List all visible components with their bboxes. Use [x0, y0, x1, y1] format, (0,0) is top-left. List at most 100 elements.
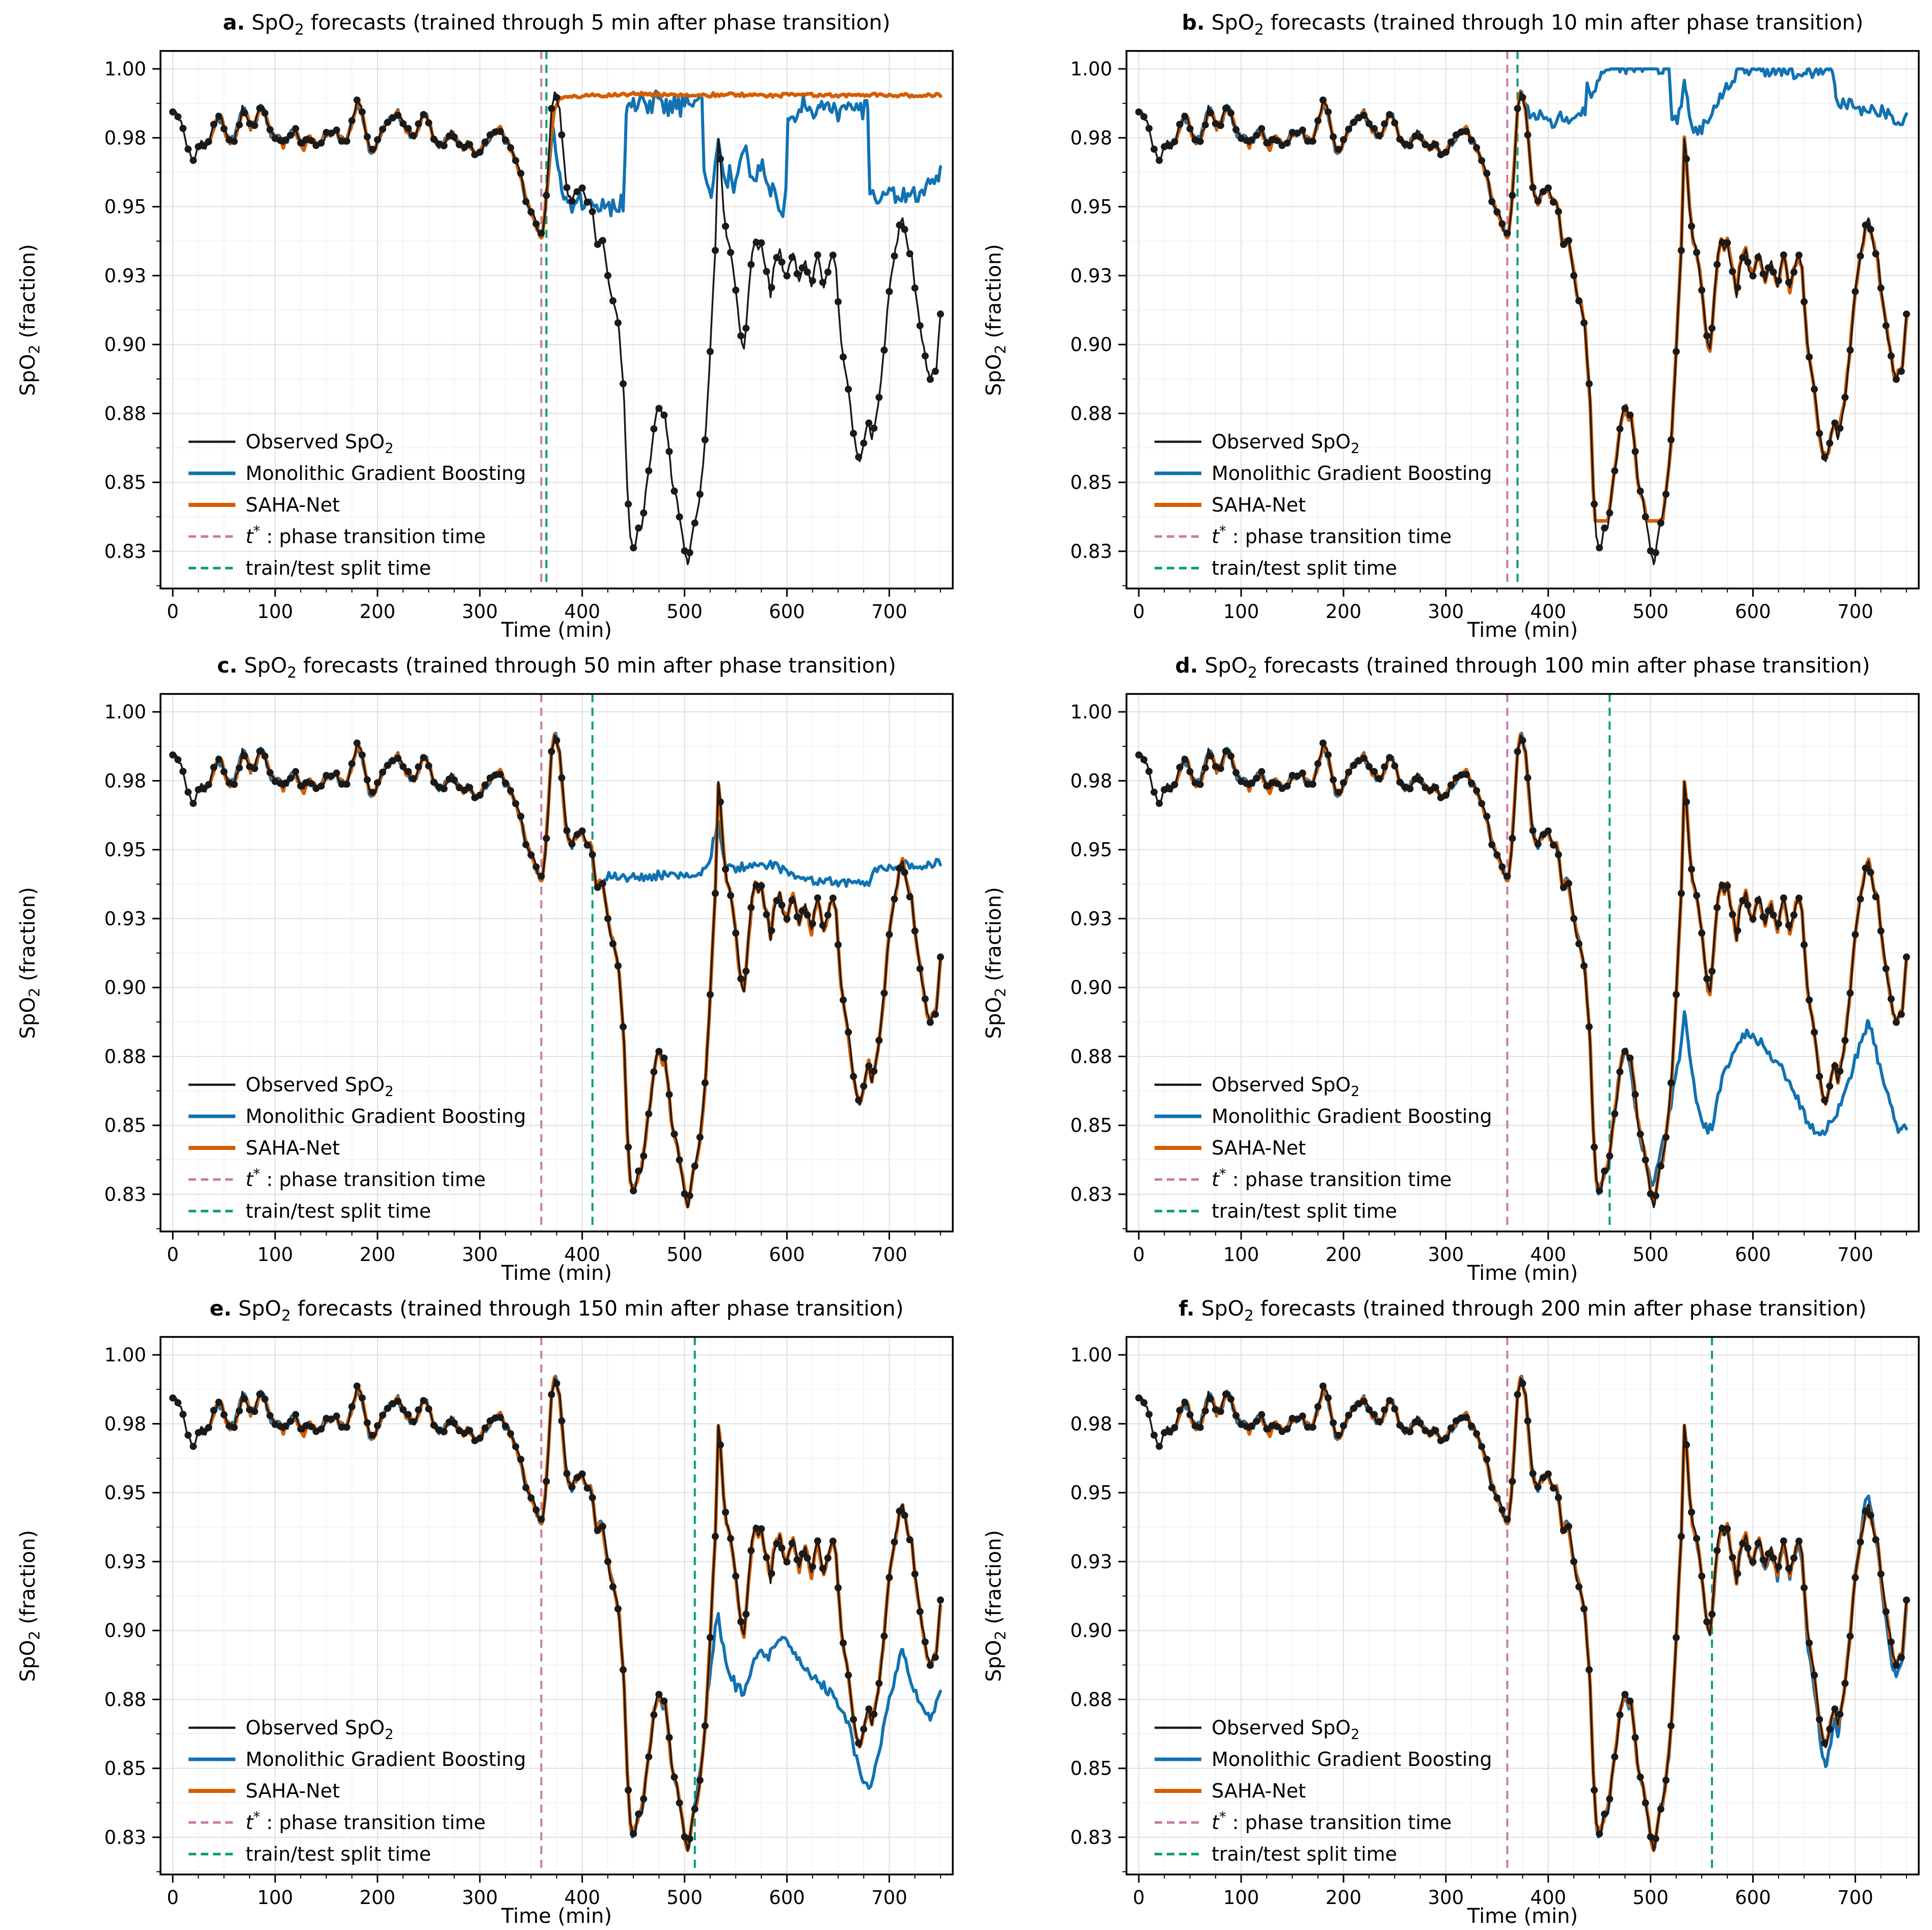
svg-text:1.00: 1.00 [104, 58, 146, 80]
panel-a: 0 100 200 300 400 500 600 700 1.00 0.98 0.95 0.93 0.… [0, 0, 966, 643]
svg-text:a. SpO2 forecasts (trained thr: a. SpO2 forecasts (trained through 5 min… [223, 10, 890, 38]
svg-text:0: 0 [167, 601, 179, 623]
svg-text:1.00: 1.00 [1070, 58, 1112, 80]
panel-e-chart: 0 100 200 300 400 500 600 700 1.00 0.98 0.95 0.93 0.… [16, 1296, 954, 1928]
svg-text:0.98: 0.98 [104, 127, 146, 149]
svg-text:1.00: 1.00 [1070, 1344, 1112, 1366]
panel-b-chart: 0 100 200 300 400 500 600 700 1.00 0.98 0.95 0.93 0.… [982, 10, 1920, 642]
panel-c-chart: 0 100 200 300 400 500 600 700 1.00 0.98 0.95 0.93 0.… [16, 653, 954, 1285]
svg-text:Monolithic Gradient Boosting: Monolithic Gradient Boosting [246, 1748, 526, 1771]
svg-text:400: 400 [1530, 601, 1566, 623]
svg-text:0.85: 0.85 [104, 472, 146, 494]
svg-text:0.95: 0.95 [104, 196, 146, 218]
svg-text:300: 300 [462, 1244, 498, 1266]
panel-d: 0 100 200 300 400 500 600 700 1.00 0.98 0.95 0.93 0.… [966, 643, 1932, 1286]
svg-text:400: 400 [564, 601, 600, 623]
svg-text:700: 700 [1837, 1244, 1873, 1266]
svg-text:SAHA-Net: SAHA-Net [246, 1137, 340, 1159]
svg-text:0.90: 0.90 [1070, 1620, 1112, 1642]
svg-text:SAHA-Net: SAHA-Net [1212, 494, 1306, 516]
svg-text:Time (min): Time (min) [501, 1905, 612, 1928]
svg-text:0.93: 0.93 [104, 908, 146, 930]
svg-text:Observed SpO2: Observed SpO2 [1212, 1074, 1360, 1100]
svg-text:200: 200 [360, 601, 396, 623]
panel-f-chart: 0 100 200 300 400 500 600 700 1.00 0.98 0.95 0.93 0.… [982, 1296, 1920, 1928]
svg-text:Monolithic Gradient Boosting: Monolithic Gradient Boosting [246, 462, 526, 485]
svg-text:t* : phase transition time: t* : phase transition time [1212, 524, 1452, 548]
svg-text:0.83: 0.83 [1070, 1827, 1112, 1848]
panel-a-chart: 0 100 200 300 400 500 600 700 1.00 0.98 0.95 0.93 0.… [16, 10, 954, 642]
svg-text:Monolithic Gradient Boosting: Monolithic Gradient Boosting [1212, 1105, 1492, 1128]
svg-text:Time (min): Time (min) [501, 619, 612, 642]
svg-text:0.83: 0.83 [104, 541, 146, 562]
svg-text:0.90: 0.90 [104, 977, 146, 999]
svg-text:train/test split time: train/test split time [246, 557, 431, 579]
svg-text:1.00: 1.00 [1070, 701, 1112, 723]
svg-text:0.83: 0.83 [104, 1184, 146, 1205]
svg-text:SAHA-Net: SAHA-Net [1212, 1137, 1306, 1159]
svg-text:600: 600 [769, 1887, 805, 1909]
svg-text:SpO2 (fraction): SpO2 (fraction) [982, 887, 1009, 1039]
svg-text:0.95: 0.95 [1070, 839, 1112, 861]
svg-text:0.98: 0.98 [1070, 127, 1112, 149]
svg-text:700: 700 [871, 601, 907, 623]
svg-text:0.95: 0.95 [104, 839, 146, 861]
svg-text:Observed SpO2: Observed SpO2 [1212, 1717, 1360, 1743]
svg-text:0.93: 0.93 [1070, 1551, 1112, 1573]
svg-text:0.90: 0.90 [1070, 977, 1112, 999]
svg-text:0.85: 0.85 [1070, 472, 1112, 494]
svg-text:train/test split time: train/test split time [246, 1200, 431, 1222]
panel-e: 0 100 200 300 400 500 600 700 1.00 0.98 0.95 0.93 0.… [0, 1286, 966, 1929]
svg-text:700: 700 [871, 1244, 907, 1266]
svg-text:SAHA-Net: SAHA-Net [1212, 1780, 1306, 1802]
svg-text:500: 500 [666, 601, 703, 623]
svg-text:100: 100 [1223, 1244, 1259, 1266]
svg-text:SpO2 (fraction): SpO2 (fraction) [982, 1530, 1009, 1682]
panel-d-chart: 0 100 200 300 400 500 600 700 1.00 0.98 0.95 0.93 0.… [982, 653, 1920, 1285]
svg-text:0.88: 0.88 [1070, 1688, 1112, 1710]
svg-text:400: 400 [1530, 1244, 1566, 1266]
svg-text:Observed SpO2: Observed SpO2 [246, 1717, 394, 1743]
svg-text:0.93: 0.93 [104, 1551, 146, 1573]
svg-text:Time (min): Time (min) [501, 1262, 612, 1285]
svg-text:SpO2 (fraction): SpO2 (fraction) [982, 244, 1009, 396]
svg-text:100: 100 [1223, 1887, 1259, 1909]
svg-text:500: 500 [1632, 1244, 1669, 1266]
svg-text:0.98: 0.98 [104, 770, 146, 792]
svg-text:0: 0 [167, 1244, 179, 1266]
svg-text:200: 200 [1326, 1887, 1362, 1909]
svg-text:0.83: 0.83 [1070, 1184, 1112, 1205]
svg-text:Monolithic Gradient Boosting: Monolithic Gradient Boosting [246, 1105, 526, 1128]
svg-text:Observed SpO2: Observed SpO2 [246, 431, 394, 457]
svg-text:100: 100 [257, 601, 293, 623]
svg-text:train/test split time: train/test split time [1212, 1200, 1397, 1222]
svg-text:0.90: 0.90 [104, 334, 146, 356]
svg-text:700: 700 [871, 1887, 907, 1909]
svg-text:600: 600 [1735, 601, 1771, 623]
panel-f: 0 100 200 300 400 500 600 700 1.00 0.98 0.95 0.93 0.… [966, 1286, 1932, 1929]
svg-text:500: 500 [1632, 601, 1669, 623]
svg-text:0.90: 0.90 [1070, 334, 1112, 356]
svg-text:300: 300 [1428, 601, 1464, 623]
svg-text:1.00: 1.00 [104, 1344, 146, 1366]
svg-text:700: 700 [1837, 1887, 1873, 1909]
svg-text:0.90: 0.90 [104, 1620, 146, 1642]
svg-text:0.93: 0.93 [1070, 908, 1112, 930]
svg-text:0.93: 0.93 [104, 265, 146, 287]
svg-text:0.88: 0.88 [104, 1046, 146, 1067]
svg-text:0.83: 0.83 [104, 1827, 146, 1848]
svg-text:500: 500 [1632, 1887, 1669, 1909]
svg-text:train/test split time: train/test split time [246, 1843, 431, 1865]
svg-text:1.00: 1.00 [104, 701, 146, 723]
svg-text:0.93: 0.93 [1070, 265, 1112, 287]
svg-text:0.85: 0.85 [1070, 1115, 1112, 1137]
svg-text:400: 400 [1530, 1887, 1566, 1909]
svg-text:Observed SpO2: Observed SpO2 [246, 1074, 394, 1100]
svg-text:train/test split time: train/test split time [1212, 1843, 1397, 1865]
svg-text:Time (min): Time (min) [1467, 619, 1578, 642]
svg-text:Monolithic Gradient Boosting: Monolithic Gradient Boosting [1212, 462, 1492, 485]
svg-text:100: 100 [257, 1887, 293, 1909]
svg-text:100: 100 [257, 1244, 293, 1266]
svg-text:t* : phase transition time: t* : phase transition time [1212, 1810, 1452, 1834]
svg-text:600: 600 [769, 1244, 805, 1266]
